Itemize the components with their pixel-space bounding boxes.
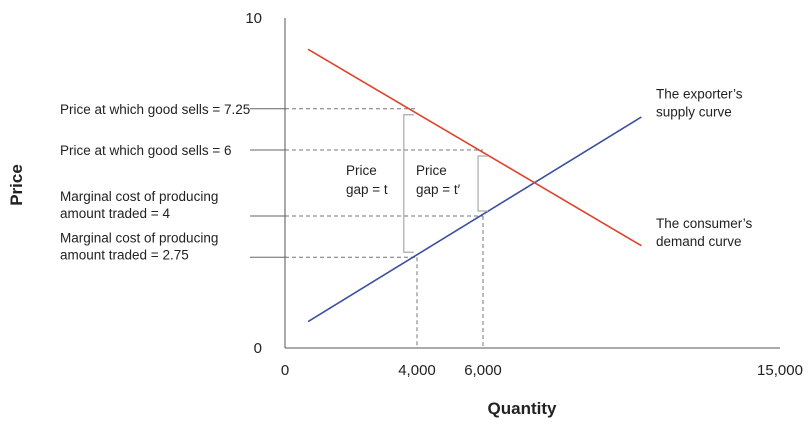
x-tick-label-3: 6,000 — [464, 362, 502, 379]
labels: Price at which good sells = 7.25 Price at… — [60, 87, 753, 263]
gap-label-1-line-2: gap = t — [346, 182, 388, 197]
ticks: 0 10 0 4,000 6,000 15,000 — [245, 10, 803, 379]
gap-label-1: Price gap = t — [346, 163, 388, 197]
series-line-1 — [307, 116, 642, 323]
leader-lines — [250, 108, 285, 258]
gap-bracket-2 — [477, 155, 489, 212]
gap-label-2-line-2: gap = t′ — [416, 182, 461, 197]
series-label-1-line-1: The exporter’s — [656, 87, 743, 102]
guide-lines — [285, 108, 484, 348]
y-axis-title: Price — [7, 164, 26, 206]
gap-label-2-line-1: Price — [416, 163, 447, 178]
price-level-label-3: Marginal cost of producing amount traded … — [60, 189, 218, 221]
axes — [284, 18, 780, 349]
gap-bracket-1 — [403, 114, 414, 253]
x-tick-label-2: 4,000 — [398, 362, 436, 379]
price-level-label-1-line-1: Price at which good sells = 7.25 — [60, 102, 250, 117]
price-level-label-1: Price at which good sells = 7.25 — [60, 102, 250, 117]
series-label-1-line-2: supply curve — [656, 105, 732, 120]
x-axis-title: Quantity — [488, 399, 557, 418]
price-level-label-3-line-1: Marginal cost of producing — [60, 189, 218, 204]
x-tick-label-4: 15,000 — [757, 362, 803, 379]
gap-label-1-line-1: Price — [346, 163, 377, 178]
price-level-label-4: Marginal cost of producing amount traded … — [60, 230, 218, 262]
gap-brackets — [403, 114, 489, 253]
series-line-2 — [307, 48, 642, 247]
price-level-label-2: Price at which good sells = 6 — [60, 143, 231, 158]
y-tick-label-1: 0 — [254, 340, 262, 357]
price-level-label-4-line-1: Marginal cost of producing — [60, 230, 218, 245]
price-level-label-4-line-2: amount traded = 2.75 — [60, 247, 189, 262]
y-tick-label-2: 10 — [245, 10, 262, 27]
series — [307, 48, 642, 323]
price-level-label-3-line-2: amount traded = 4 — [60, 206, 170, 221]
x-tick-label-1: 0 — [281, 362, 289, 379]
gap-label-2: Price gap = t′ — [416, 163, 461, 197]
series-label-1: The exporter’s supply curve — [656, 87, 743, 120]
series-label-2-line-1: The consumer’s — [656, 216, 753, 231]
price-level-label-2-line-1: Price at which good sells = 6 — [60, 143, 231, 158]
series-label-2-line-2: demand curve — [656, 234, 742, 249]
series-label-2: The consumer’s demand curve — [656, 216, 753, 249]
